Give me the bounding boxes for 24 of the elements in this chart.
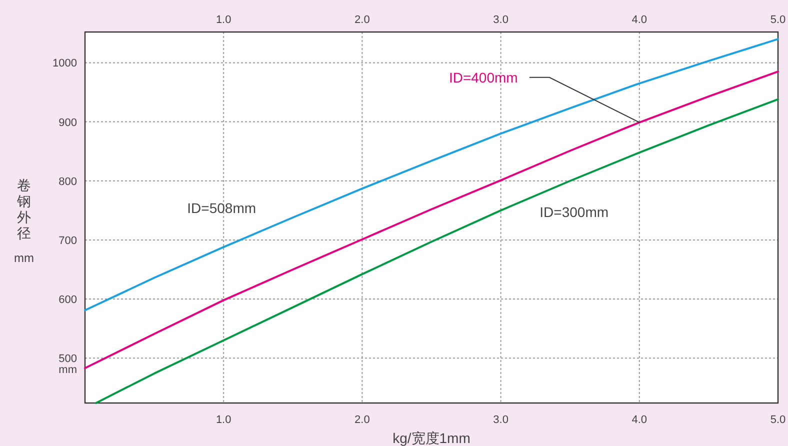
y-tick-label: 900 — [58, 116, 77, 129]
y-tick-label: 700 — [58, 234, 77, 247]
x2-tick-label: 1.0 — [216, 414, 232, 426]
x-axis-title: kg/宽度1mm — [392, 430, 470, 446]
x-tick-label: 2.0 — [354, 14, 370, 26]
line-series — [84, 70, 779, 370]
x-tick-label: 3.0 — [493, 14, 508, 26]
y-tick-label: 800 — [58, 176, 77, 188]
line-series — [95, 98, 779, 404]
x2-tick-label: 3.0 — [493, 414, 508, 426]
x2-tick-label: 4.0 — [632, 414, 648, 426]
y-tick-label: 1000 — [52, 58, 77, 70]
x2-tick-label: 5.0 — [770, 414, 786, 426]
text: ID=400mm — [448, 69, 518, 86]
x-tick-label: 4.0 — [632, 14, 648, 26]
x2-tick-label: 2.0 — [354, 414, 370, 426]
y-tick-label: 500 mm — [58, 353, 77, 376]
series-label: ID=508mm — [187, 200, 256, 216]
line-series — [84, 38, 779, 312]
y-axis-title: 卷钢外径 mm — [14, 177, 34, 265]
x-tick-label: 5.0 — [770, 14, 786, 26]
y-tick-label: 600 — [58, 294, 77, 306]
series-label: ID=300mm — [540, 204, 609, 220]
x-tick-label: 1.0 — [216, 14, 232, 26]
